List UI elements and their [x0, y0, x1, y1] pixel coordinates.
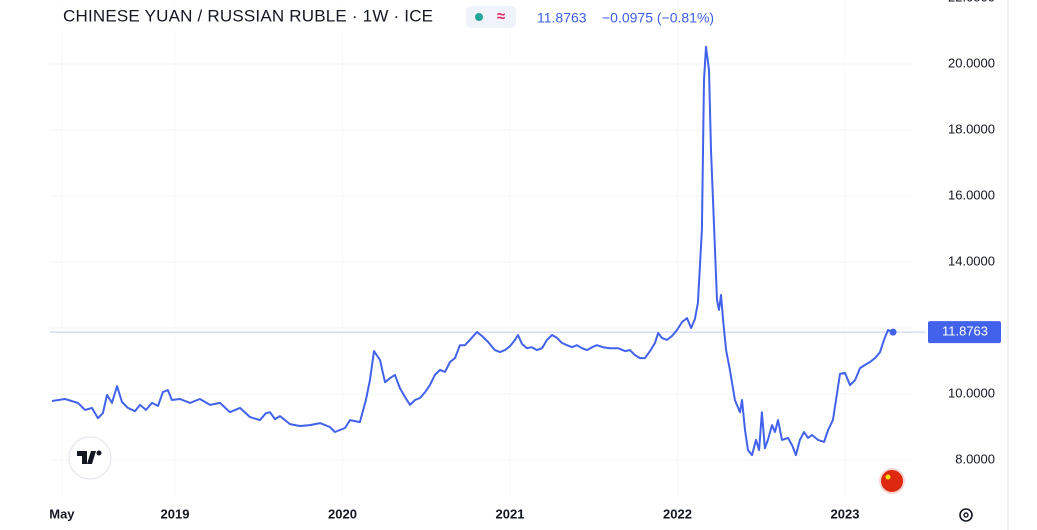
last-price: 11.8763 [537, 10, 587, 26]
y-tick-label: 18.0000 [948, 121, 995, 136]
title-backdrop [56, 2, 466, 32]
x-tick-label: 2020 [328, 506, 357, 521]
status-pill[interactable] [466, 6, 516, 28]
price-line [51, 45, 894, 457]
logo-dot [96, 450, 102, 456]
y-tick-label: 20.0000 [948, 55, 995, 70]
flag-circle [879, 468, 905, 494]
badge: ≈ [497, 8, 505, 25]
x-tick-label: 2023 [831, 506, 860, 521]
y-tick-label: 8.0000 [955, 451, 995, 466]
settings-icon[interactable] [959, 508, 973, 522]
y-tick-label: 10.0000 [948, 385, 995, 400]
x-tick-label: May [49, 506, 75, 521]
y-tick-label: 16.0000 [948, 187, 995, 202]
gear-hub [963, 512, 969, 518]
plot-area [50, 0, 925, 497]
flag-star [885, 474, 891, 480]
y-tick-label: 22.0000 [948, 0, 995, 4]
chart-title: CHINESE YUAN / RUSSIAN RUBLE · 1W · ICE [63, 6, 433, 25]
x-tick-label: 2019 [161, 506, 190, 521]
gear[interactable] [959, 508, 973, 522]
flag-icon [879, 468, 905, 494]
x-tick-label: 2021 [496, 506, 525, 521]
tradingview-logo[interactable] [68, 436, 112, 480]
price-tag-label: 11.8763 [942, 324, 988, 339]
price-tag [928, 321, 1001, 344]
market-status-dot [475, 13, 483, 21]
last-point [889, 328, 897, 336]
price-change: −0.0975 (−0.81%) [602, 10, 714, 26]
logo-mark [77, 451, 96, 464]
y-tick-label: 14.0000 [948, 253, 995, 268]
x-tick-label: 2022 [663, 506, 692, 521]
